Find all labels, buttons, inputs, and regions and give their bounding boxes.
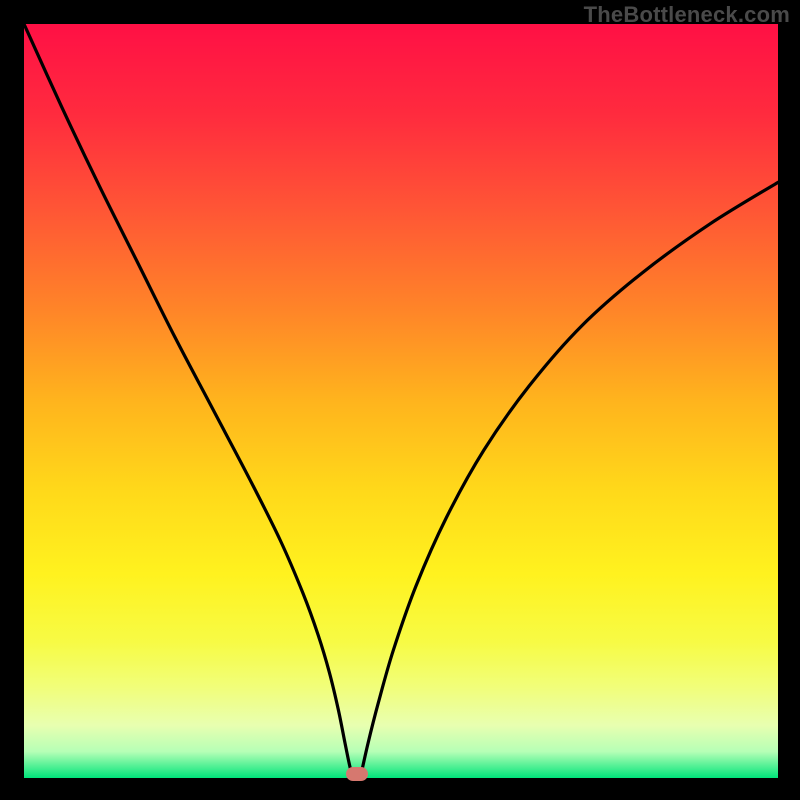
curve-left-branch: [24, 24, 354, 778]
plot-area: [24, 24, 778, 778]
curve-layer: [24, 24, 778, 778]
chart-frame: TheBottleneck.com: [0, 0, 800, 800]
minimum-marker: [346, 767, 368, 781]
curve-right-branch: [360, 182, 778, 778]
